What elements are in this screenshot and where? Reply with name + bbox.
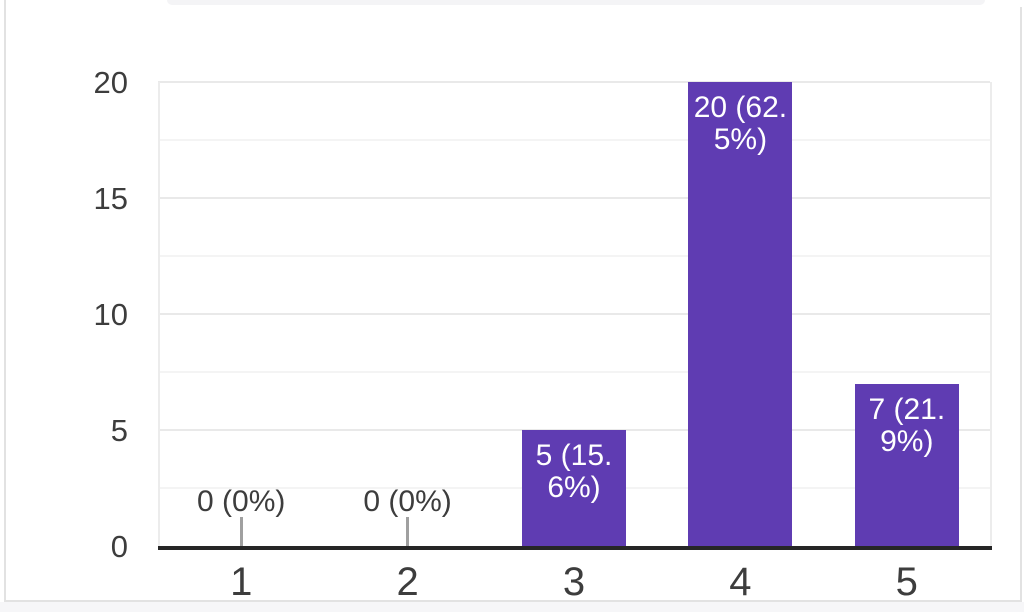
bar-value-label-line: 9%) [880,424,934,458]
bar-value-label-3: 5 (15. 6%) [522,430,626,504]
gridline-minor [158,139,990,141]
bar-value-label-5: 7 (21. 9%) [855,384,959,458]
bar-value-label-line: 6%) [547,471,601,504]
bar-value-label-line: 5%) [713,123,768,156]
page-background-below-card [0,602,1024,612]
card-border-bottom [4,600,1022,602]
y-axis-tick-label-0: 0 [110,529,128,564]
gridline-major [158,313,990,315]
bar-value-label-4: 20 (62. 5%) [688,82,792,156]
previous-card-bottom-edge [167,0,985,5]
plot-frame-left [158,82,160,546]
x-axis-tick-label-5: 5 [895,560,918,604]
bar-value-label-line: 5 (15. [535,439,613,472]
gridline-minor [158,371,990,373]
card-border-left [4,0,6,601]
zero-value-label-1: 0 (0%) [197,485,286,518]
y-axis-tick-label-5: 5 [110,413,128,448]
card-border-right [1020,7,1022,601]
x-axis-tick-label-3: 3 [562,560,586,604]
zero-value-label-2: 0 (0%) [363,485,452,518]
gridline-major [158,81,990,83]
plot-frame-right [990,82,992,546]
bar-category-4[interactable] [688,82,793,546]
bar-category-3[interactable] [522,430,626,546]
x-axis-tick-label-1: 1 [230,560,253,604]
bar-value-label-line: 7 (21. [868,392,946,426]
x-axis-tick-label-2: 2 [396,560,419,604]
y-axis-tick-label-10: 10 [93,297,128,332]
y-axis-tick-label-15: 15 [93,181,128,216]
gridline-minor [158,255,990,257]
zero-tick-stub-2 [406,517,410,546]
bar-category-5[interactable] [854,383,959,546]
gridline-major [158,197,990,199]
bar-value-label-line: 20 (62. [693,91,788,124]
x-axis-line [158,546,992,550]
zero-tick-stub-1 [239,517,243,546]
x-axis-tick-label-4: 4 [729,560,752,604]
y-axis-tick-label-20: 20 [93,65,128,100]
